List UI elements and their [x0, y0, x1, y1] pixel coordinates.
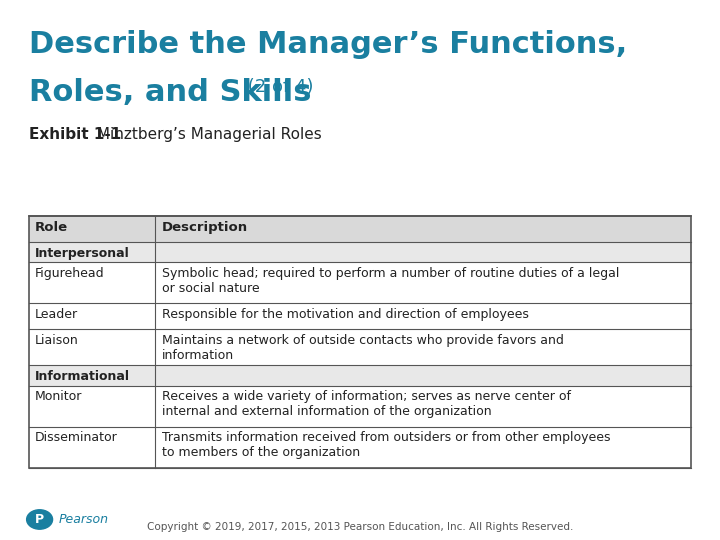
Text: Receives a wide variety of information; serves as nerve center of
internal and e: Receives a wide variety of information; … — [162, 390, 571, 418]
Text: (2 of 4): (2 of 4) — [242, 78, 313, 96]
Text: Exhibit 1-1: Exhibit 1-1 — [29, 127, 121, 142]
Text: Roles, and Skills: Roles, and Skills — [29, 78, 311, 107]
Text: Role: Role — [35, 221, 68, 234]
Text: Responsible for the motivation and direction of employees: Responsible for the motivation and direc… — [162, 308, 529, 321]
Text: Monitor: Monitor — [35, 390, 82, 403]
Text: Description: Description — [162, 221, 248, 234]
Text: Minztberg’s Managerial Roles: Minztberg’s Managerial Roles — [92, 127, 322, 142]
Text: P: P — [35, 513, 44, 526]
Text: Disseminator: Disseminator — [35, 431, 117, 444]
Text: Leader: Leader — [35, 308, 78, 321]
Text: Transmits information received from outsiders or from other employees
to members: Transmits information received from outs… — [162, 431, 611, 460]
Text: Liaison: Liaison — [35, 334, 78, 347]
Text: Copyright © 2019, 2017, 2015, 2013 Pearson Education, Inc. All Rights Reserved.: Copyright © 2019, 2017, 2015, 2013 Pears… — [147, 522, 573, 531]
Text: Describe the Manager’s Functions,: Describe the Manager’s Functions, — [29, 30, 627, 59]
Text: Maintains a network of outside contacts who provide favors and
information: Maintains a network of outside contacts … — [162, 334, 564, 362]
Text: Interpersonal: Interpersonal — [35, 247, 130, 260]
Text: Symbolic head; required to perform a number of routine duties of a legal
or soci: Symbolic head; required to perform a num… — [162, 267, 619, 295]
Text: Pearson: Pearson — [59, 513, 109, 526]
Text: Informational: Informational — [35, 370, 130, 383]
Text: Figurehead: Figurehead — [35, 267, 104, 280]
